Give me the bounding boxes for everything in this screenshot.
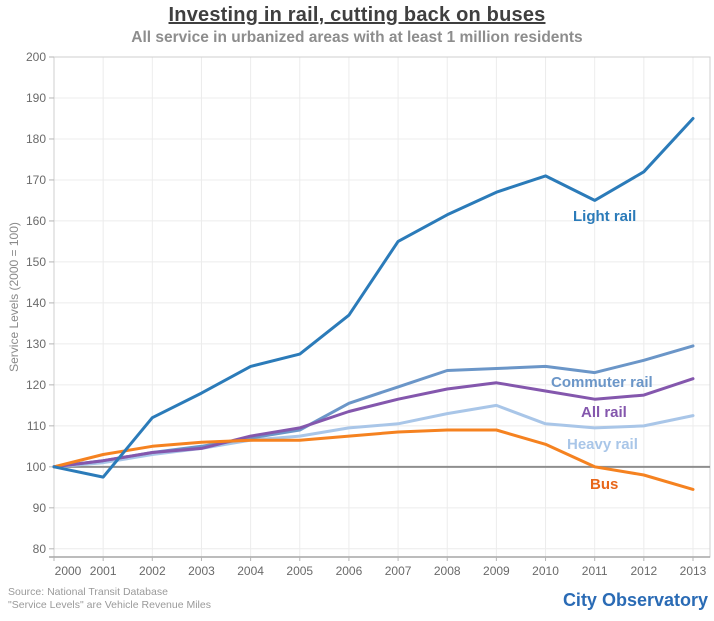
source-line-1: Source: National Transit Database	[8, 586, 168, 598]
y-tick-label: 80	[33, 542, 47, 556]
y-tick-label: 150	[26, 255, 46, 269]
chart-title: Investing in rail, cutting back on buses	[168, 4, 546, 26]
x-tick-label: 2009	[483, 564, 510, 578]
x-tick-label: 2006	[336, 564, 363, 578]
x-tick-label: 2003	[188, 564, 215, 578]
series-label-commuter-rail: Commuter rail	[551, 374, 653, 391]
y-tick-label: 90	[33, 501, 47, 515]
y-tick-label: 130	[26, 337, 46, 351]
chart-subtitle: All service in urbanized areas with at l…	[131, 29, 583, 46]
series-line-heavy-rail	[52, 403, 695, 469]
x-tick-label: 2000	[55, 564, 82, 578]
x-tick-label: 2005	[286, 564, 313, 578]
y-tick-label: 110	[27, 419, 46, 433]
series-label-light-rail: Light rail	[573, 208, 637, 225]
x-tick-label: 2013	[680, 564, 707, 578]
x-tick-label: 2008	[434, 564, 461, 578]
x-tick-label: 2011	[582, 564, 608, 578]
y-tick-label: 160	[26, 214, 46, 228]
x-tick-label: 2007	[385, 564, 412, 578]
series-line-all-rail	[52, 377, 695, 469]
source-line-2: "Service Levels" are Vehicle Revenue Mil…	[8, 599, 211, 611]
y-tick-label: 190	[26, 91, 46, 105]
x-tick-label: 2001	[90, 564, 117, 578]
series-label-heavy-rail: Heavy rail	[567, 436, 638, 453]
x-tick-label: 2010	[532, 564, 559, 578]
x-tick-label: 2004	[237, 564, 264, 578]
brand-logo: City Observatory	[562, 590, 708, 610]
y-tick-label: 140	[26, 296, 46, 310]
y-tick-label: 120	[26, 378, 46, 392]
series-line-bus	[52, 428, 695, 491]
y-axis-title: Service Levels (2000 = 100)	[7, 222, 21, 372]
series-label-all-rail: All rail	[581, 404, 627, 421]
source-note: Source: National Transit Database "Servi…	[8, 586, 211, 612]
y-tick-label: 170	[26, 173, 46, 187]
x-tick-label: 2002	[139, 564, 166, 578]
y-tick-label: 180	[26, 132, 46, 146]
x-tick-label: 2012	[630, 564, 657, 578]
y-tick-label: 100	[26, 460, 46, 474]
series-label-bus: Bus	[590, 476, 619, 493]
y-tick-label: 200	[26, 50, 46, 64]
series-line-light-rail	[52, 117, 695, 479]
